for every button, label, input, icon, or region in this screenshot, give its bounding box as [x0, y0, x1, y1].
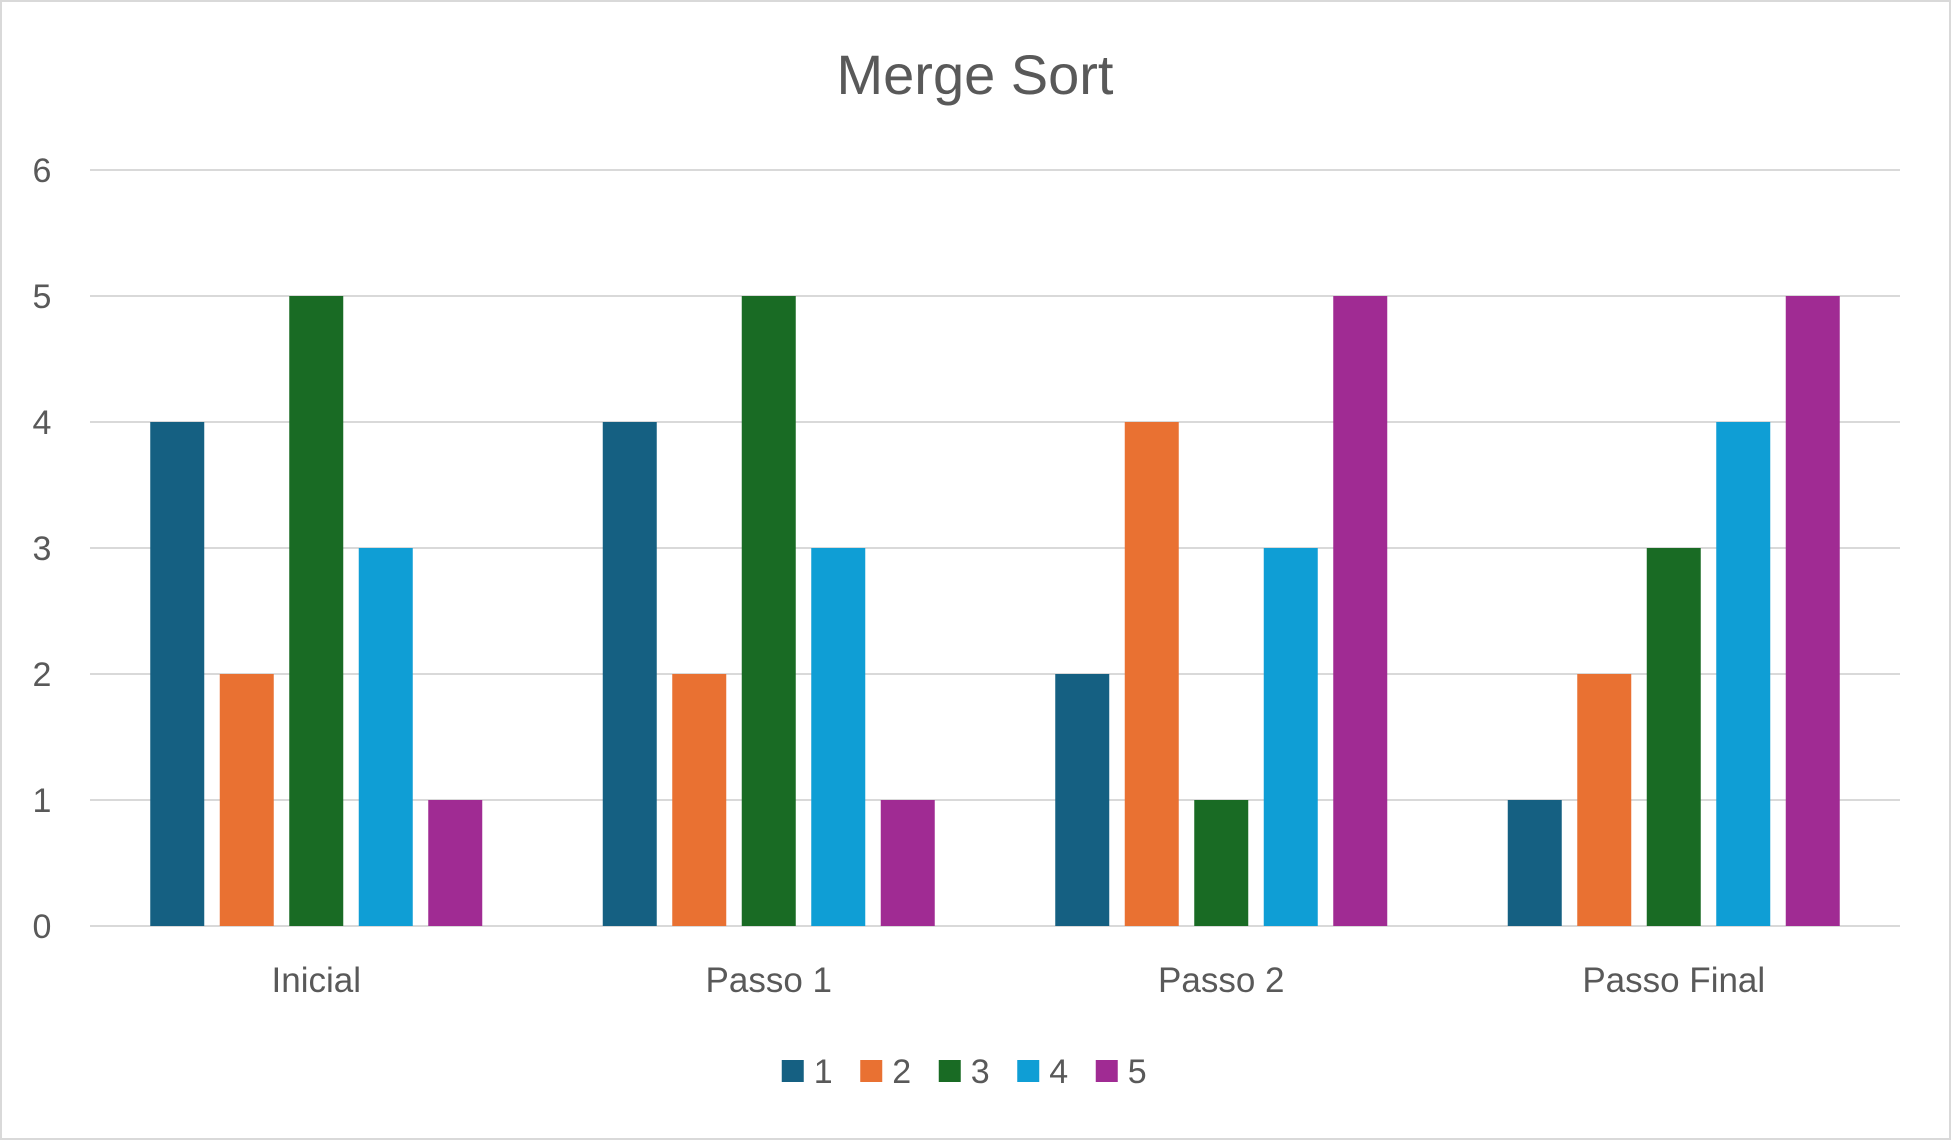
x-axis-ticks: Inicial Passo 1 Passo 2 Passo Final [272, 961, 1766, 1000]
bar-passo-final-series-5 [1785, 296, 1840, 926]
x-tick-label: Inicial [272, 961, 361, 1000]
bar-passo-1-series-5 [880, 800, 935, 926]
y-tick-label: 6 [33, 152, 52, 190]
bar-passo-1-series-2 [672, 674, 727, 926]
legend-label-2: 2 [892, 1053, 911, 1091]
bar-passo-2-series-4 [1263, 548, 1318, 926]
bar-passo-1-series-3 [741, 296, 796, 926]
y-tick-label: 0 [33, 908, 52, 946]
bar-passo-2-series-3 [1194, 800, 1249, 926]
bars [150, 296, 1840, 926]
legend-label-3: 3 [971, 1053, 990, 1091]
bar-inicial-series-5 [428, 800, 483, 926]
y-tick-label: 2 [33, 656, 52, 694]
bar-passo-2-series-5 [1333, 296, 1388, 926]
x-tick-label: Passo Final [1582, 961, 1765, 1000]
legend-swatch-1 [781, 1060, 804, 1082]
legend-swatch-4 [1017, 1060, 1040, 1082]
bar-passo-1-series-1 [602, 422, 657, 926]
bar-passo-final-series-4 [1716, 422, 1771, 926]
y-tick-label: 5 [33, 278, 52, 316]
bar-inicial-series-4 [358, 548, 413, 926]
bar-passo-1-series-4 [811, 548, 866, 926]
bar-passo-2-series-2 [1124, 422, 1179, 926]
legend-swatch-2 [860, 1060, 883, 1082]
y-tick-label: 3 [33, 530, 52, 568]
chart-title: Merge Sort [837, 43, 1114, 106]
bar-inicial-series-3 [289, 296, 344, 926]
bar-passo-final-series-2 [1577, 674, 1632, 926]
legend-swatch-3 [938, 1060, 961, 1082]
legend-swatch-5 [1095, 1060, 1118, 1082]
y-axis-ticks: 0 1 2 3 4 5 6 [33, 152, 52, 946]
y-tick-label: 1 [33, 782, 52, 820]
bar-inicial-series-2 [219, 674, 274, 926]
legend-label-1: 1 [814, 1053, 833, 1091]
y-tick-label: 4 [33, 404, 52, 442]
legend-label-5: 5 [1128, 1053, 1147, 1091]
x-tick-label: Passo 2 [1158, 961, 1284, 1000]
bar-passo-2-series-1 [1055, 674, 1110, 926]
bar-inicial-series-1 [150, 422, 205, 926]
legend: 1 2 3 4 5 [781, 1053, 1147, 1091]
bar-passo-final-series-1 [1507, 800, 1562, 926]
bar-passo-final-series-3 [1646, 548, 1701, 926]
x-tick-label: Passo 1 [706, 961, 832, 1000]
legend-label-4: 4 [1049, 1053, 1068, 1091]
